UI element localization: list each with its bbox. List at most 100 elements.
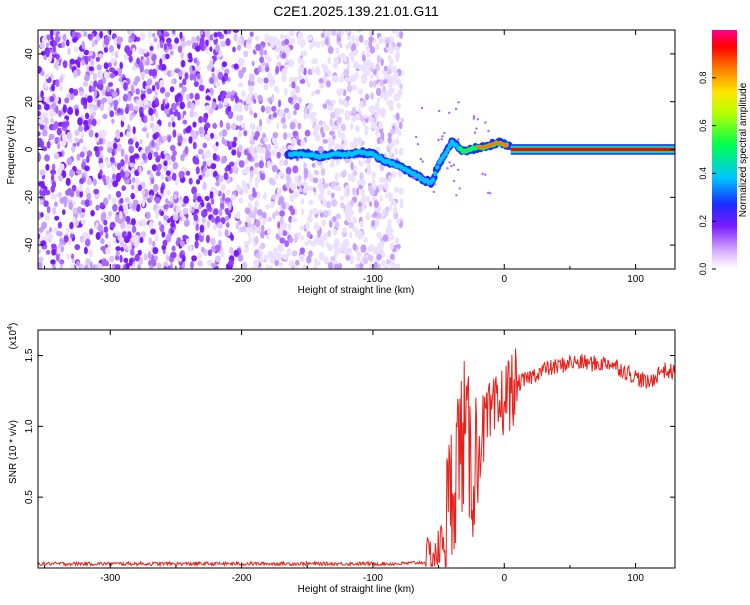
noise-speckle: [330, 30, 337, 36]
noise-speckle: [274, 142, 279, 151]
noise-speckle: [269, 264, 273, 269]
transition-speckle: [450, 164, 453, 168]
noise-speckle: [163, 160, 168, 167]
noise-speckle: [335, 213, 342, 220]
noise-speckle: [399, 83, 403, 90]
noise-speckle: [95, 204, 100, 211]
noise-speckle: [205, 47, 210, 54]
noise-speckle: [123, 257, 129, 263]
noise-speckle: [128, 38, 134, 43]
noise-speckle: [112, 196, 117, 204]
noise-speckle: [343, 99, 349, 108]
noise-speckle: [170, 144, 176, 152]
noise-speckle: [159, 58, 163, 66]
noise-speckle: [174, 178, 179, 186]
noise-speckle: [381, 259, 386, 267]
noise-speckle: [351, 43, 356, 51]
noise-speckle: [85, 58, 89, 65]
noise-speckle: [319, 178, 324, 184]
noise-speckle: [129, 113, 134, 121]
y-tick-label: 40: [24, 48, 35, 60]
transition-speckle: [472, 115, 476, 118]
noise-speckle: [368, 40, 373, 48]
noise-speckle: [77, 117, 83, 126]
noise-speckle: [304, 240, 308, 247]
noise-speckle: [157, 163, 162, 170]
noise-speckle: [139, 160, 145, 166]
noise-speckle: [92, 73, 98, 81]
noise-speckle: [224, 139, 228, 147]
noise-speckle: [51, 163, 56, 171]
noise-speckle: [59, 163, 65, 171]
noise-speckle: [174, 68, 181, 74]
noise-speckle: [199, 30, 204, 36]
noise-speckle: [326, 190, 332, 196]
noise-speckle: [312, 207, 318, 215]
noise-speckle: [99, 70, 104, 79]
noise-speckle: [340, 123, 346, 132]
y-tick-label: 1.5: [24, 348, 35, 362]
noise-speckle: [306, 239, 313, 245]
noise-speckle: [166, 39, 170, 48]
noise-speckle: [300, 139, 306, 147]
noise-speckle: [325, 241, 330, 248]
noise-speckle: [277, 221, 281, 229]
noise-speckle: [373, 211, 378, 218]
ridge-inner: [430, 177, 436, 183]
noise-speckle: [321, 63, 326, 71]
noise-speckle: [286, 111, 292, 120]
snr-scale-prefix: (x10: [8, 329, 19, 349]
noise-speckle: [245, 42, 250, 48]
noise-speckle: [203, 116, 208, 123]
noise-speckle: [82, 232, 87, 238]
noise-speckle: [362, 120, 366, 127]
noise-speckle: [398, 147, 404, 156]
noise-speckle: [146, 88, 153, 95]
noise-speckle: [167, 265, 172, 269]
noise-speckle: [253, 112, 258, 119]
noise-speckle: [73, 88, 79, 96]
noise-speckle: [263, 77, 269, 84]
noise-speckle: [226, 91, 232, 99]
noise-speckle: [69, 189, 75, 198]
noise-speckle: [283, 132, 288, 140]
noise-speckle: [258, 160, 264, 169]
noise-speckle: [133, 80, 138, 86]
noise-speckle: [333, 263, 340, 269]
noise-speckle: [206, 219, 211, 229]
noise-speckle: [47, 55, 53, 63]
transition-speckle: [484, 173, 487, 176]
noise-speckle: [119, 170, 126, 178]
noise-speckle: [182, 234, 188, 240]
noise-speckle: [193, 57, 198, 64]
noise-speckle: [53, 152, 60, 160]
noise-speckle: [194, 202, 199, 210]
noise-speckle: [81, 58, 85, 66]
noise-speckle: [352, 243, 357, 251]
noise-speckle: [228, 145, 232, 151]
x-tick-label: -100: [363, 573, 383, 584]
noise-speckle: [195, 65, 202, 71]
noise-speckle: [351, 115, 357, 123]
noise-speckle: [301, 235, 305, 241]
noise-speckle: [274, 174, 279, 180]
noise-speckle: [184, 72, 189, 80]
noise-speckle: [387, 136, 392, 144]
noise-speckle: [251, 265, 256, 269]
noise-speckle: [237, 254, 244, 262]
noise-speckle: [217, 221, 224, 229]
noise-speckle: [272, 132, 279, 139]
noise-speckle: [59, 259, 65, 265]
noise-speckle: [315, 67, 319, 76]
noise-speckle: [54, 137, 59, 145]
noise-speckle: [396, 30, 400, 38]
colorbar-ticks: 0.0 0.2 0.4 0.6 0.8: [698, 72, 716, 275]
noise-speckle: [305, 222, 310, 230]
noise-speckle: [281, 201, 286, 209]
noise-speckle: [365, 212, 370, 221]
x-tick-label: 100: [627, 274, 644, 285]
noise-speckle: [277, 228, 284, 236]
noise-speckle: [46, 141, 51, 149]
noise-speckle: [327, 244, 333, 252]
